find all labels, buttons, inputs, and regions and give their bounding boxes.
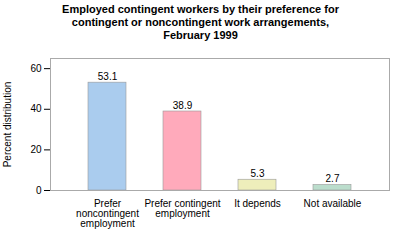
svg-text:40: 40: [30, 103, 42, 114]
svg-text:Percent distribution: Percent distribution: [2, 82, 13, 168]
svg-text:2.7: 2.7: [326, 173, 340, 184]
svg-text:Prefer contingentemployment: Prefer contingentemployment: [144, 198, 220, 219]
svg-text:0: 0: [36, 185, 42, 196]
svg-text:5.3: 5.3: [251, 168, 265, 179]
svg-text:53.1: 53.1: [98, 71, 118, 82]
svg-text:Prefernoncontingentemployment: Prefernoncontingentemployment: [76, 198, 139, 229]
svg-text:Not available: Not available: [304, 198, 362, 209]
svg-text:20: 20: [30, 144, 42, 155]
svg-text:60: 60: [30, 63, 42, 74]
svg-text:It depends: It depends: [234, 198, 281, 209]
svg-text:38.9: 38.9: [173, 100, 193, 111]
html-text:Employed contingent workers by: Employed contingent workers by their pre…: [62, 3, 339, 41]
